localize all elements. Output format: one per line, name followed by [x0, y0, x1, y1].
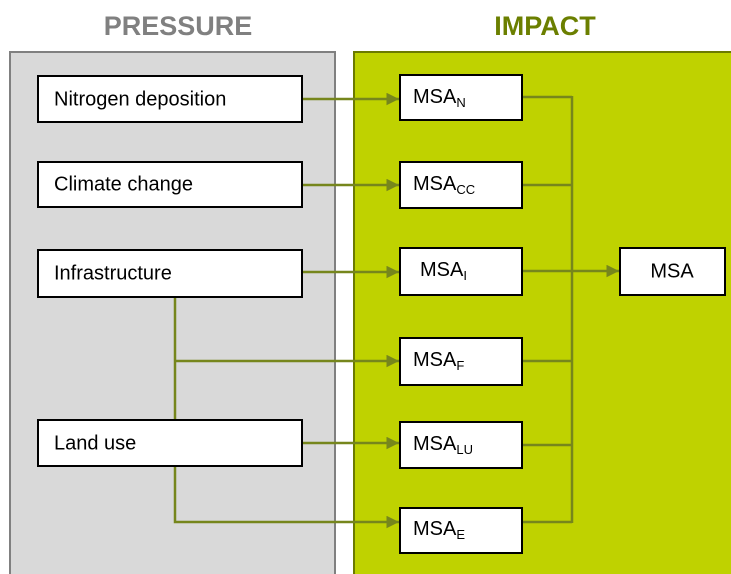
impact-name: MSA: [413, 433, 457, 455]
impact-header: IMPACT: [494, 11, 596, 41]
impact-panel: [353, 51, 731, 574]
pressure-header: PRESSURE: [104, 11, 253, 41]
impact-box: [399, 507, 523, 554]
impact-name: MSA: [413, 86, 457, 108]
impact-subscript: N: [456, 95, 465, 110]
pressure-label: Infrastructure: [54, 262, 172, 284]
impact-label: MSAN: [413, 86, 466, 110]
impact-box: [399, 74, 523, 121]
impact-label: MSACC: [413, 173, 475, 197]
pressure-box: [37, 249, 303, 298]
impact-label: MSAE: [413, 518, 465, 542]
output-label: MSA: [650, 260, 694, 282]
output-box: [619, 247, 726, 296]
impact-subscript: LU: [456, 442, 473, 457]
impact-subscript: F: [456, 358, 464, 373]
pressure-box: [37, 75, 303, 123]
pressure-label: Climate change: [54, 173, 193, 195]
impact-subscript: CC: [456, 182, 475, 197]
impact-box: [399, 337, 523, 386]
impact-subscript: I: [463, 268, 467, 283]
impact-box: [399, 421, 523, 469]
impact-name: MSA: [413, 173, 457, 195]
pressure-label: Nitrogen deposition: [54, 88, 226, 110]
pressure-box: [37, 161, 303, 208]
impact-name: MSA: [413, 518, 457, 540]
impact-label: MSAI: [420, 259, 467, 283]
connectors: [173, 92, 619, 529]
impact-subscript: E: [456, 527, 465, 542]
impact-box: [399, 247, 523, 296]
impact-label: MSAF: [413, 349, 464, 373]
impact-label: MSALU: [413, 433, 473, 457]
pressure-box: [37, 419, 303, 467]
pressure-panel: [9, 51, 336, 574]
pressure-label: Land use: [54, 432, 136, 454]
impact-name: MSA: [413, 349, 457, 371]
impact-box: [399, 161, 523, 209]
impact-name: MSA: [420, 259, 464, 281]
